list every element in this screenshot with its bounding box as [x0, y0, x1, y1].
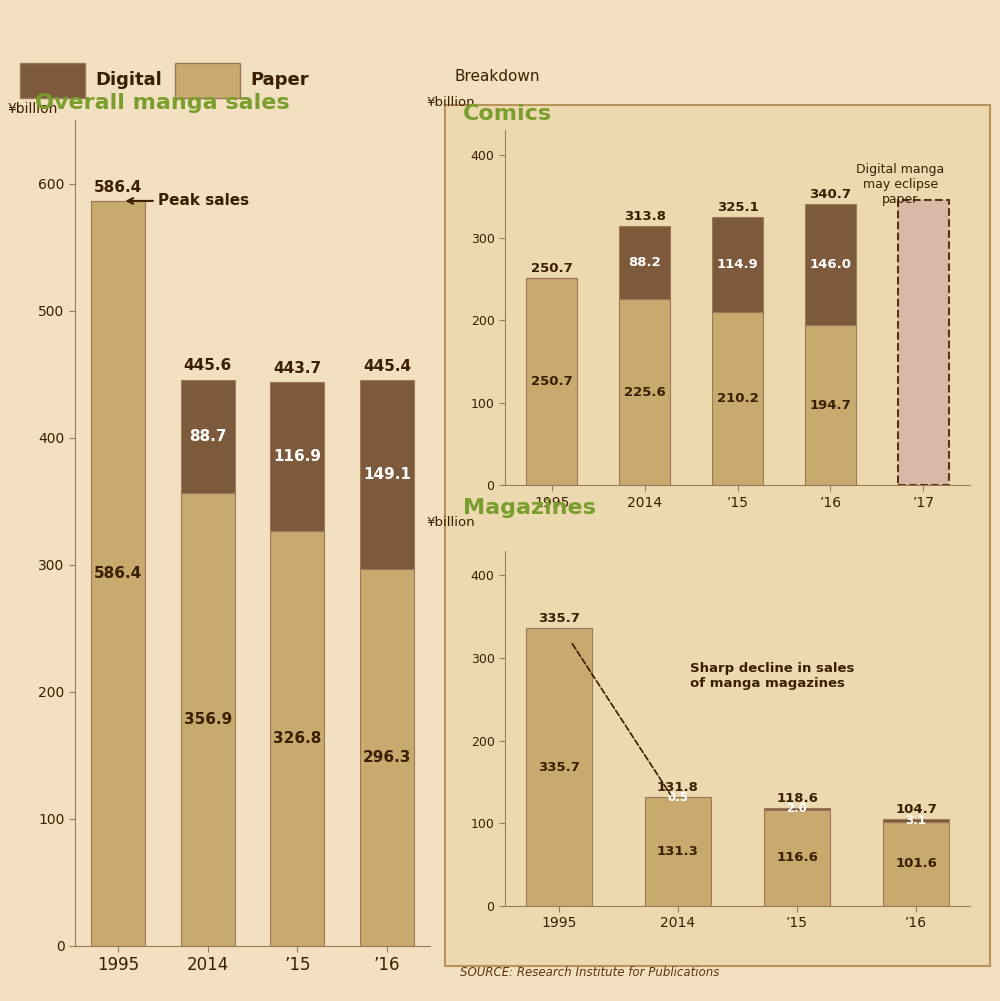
Text: 340.7: 340.7	[809, 187, 851, 200]
Bar	[270, 531, 324, 946]
Text: 114.9: 114.9	[717, 258, 758, 271]
Text: 88.7: 88.7	[189, 428, 226, 443]
Bar	[645, 798, 711, 906]
Text: Digital: Digital	[95, 71, 162, 89]
Text: 326.8: 326.8	[273, 731, 322, 746]
Text: 0.5: 0.5	[667, 791, 688, 804]
Text: 313.8: 313.8	[624, 210, 666, 223]
Text: 445.6: 445.6	[184, 358, 232, 373]
Text: Paper: Paper	[250, 71, 309, 89]
Text: 335.7: 335.7	[538, 613, 580, 626]
Text: 250.7: 250.7	[531, 262, 573, 275]
Bar	[805, 324, 856, 485]
Bar	[883, 822, 949, 906]
Text: 296.3: 296.3	[363, 750, 411, 765]
Bar	[619, 299, 670, 485]
Text: Magazines: Magazines	[463, 497, 596, 518]
Text: Overall manga sales: Overall manga sales	[35, 93, 290, 113]
Bar	[898, 200, 949, 485]
Bar	[712, 311, 763, 485]
Text: 88.2: 88.2	[628, 256, 661, 269]
Text: Peak sales: Peak sales	[158, 193, 249, 208]
Text: 2.0: 2.0	[787, 802, 807, 815]
Text: 101.6: 101.6	[895, 858, 937, 871]
Text: Estimated sales of digital and paper manga: Estimated sales of digital and paper man…	[12, 15, 662, 40]
Text: ¥billion: ¥billion	[8, 102, 58, 116]
Text: 116.6: 116.6	[776, 851, 818, 864]
Bar	[91, 201, 145, 946]
Text: 325.1: 325.1	[717, 200, 758, 213]
Text: 335.7: 335.7	[538, 761, 580, 774]
Bar	[360, 380, 414, 570]
Text: 210.2: 210.2	[717, 392, 758, 405]
Bar	[712, 217, 763, 311]
Text: 194.7: 194.7	[810, 398, 851, 411]
Bar	[526, 629, 592, 906]
Bar	[181, 379, 235, 492]
Bar	[270, 382, 324, 531]
Text: Digital manga
may eclipse
paper: Digital manga may eclipse paper	[856, 163, 944, 206]
Bar	[526, 278, 577, 485]
Bar	[360, 570, 414, 946]
Text: 445.4: 445.4	[363, 358, 411, 373]
Text: 118.6: 118.6	[776, 792, 818, 805]
Bar	[764, 808, 830, 810]
Text: 443.7: 443.7	[273, 361, 321, 375]
Bar	[883, 820, 949, 822]
Text: 250.7: 250.7	[531, 375, 573, 388]
Text: 149.1: 149.1	[363, 467, 411, 482]
Bar	[181, 492, 235, 946]
Text: 3.1: 3.1	[906, 814, 927, 827]
Bar	[805, 204, 856, 324]
Text: 131.8: 131.8	[657, 781, 699, 794]
Text: SOURCE: Research Institute for Publications: SOURCE: Research Institute for Publicati…	[460, 966, 719, 979]
Text: Breakdown: Breakdown	[455, 69, 540, 84]
FancyBboxPatch shape	[175, 62, 240, 97]
Text: 104.7: 104.7	[895, 803, 937, 816]
Text: 131.3: 131.3	[657, 845, 699, 858]
Bar	[619, 226, 670, 299]
Text: Sharp decline in sales
of manga magazines: Sharp decline in sales of manga magazine…	[690, 662, 854, 690]
Text: 356.9: 356.9	[184, 712, 232, 727]
Bar	[764, 810, 830, 906]
Bar	[898, 200, 949, 485]
Text: 586.4: 586.4	[94, 179, 142, 194]
Text: 146.0: 146.0	[809, 257, 851, 270]
FancyBboxPatch shape	[20, 62, 85, 97]
Text: ¥billion: ¥billion	[426, 517, 475, 530]
Text: 225.6: 225.6	[624, 385, 665, 398]
Text: ¥billion: ¥billion	[426, 96, 475, 109]
Text: 116.9: 116.9	[273, 449, 321, 464]
Text: 586.4: 586.4	[94, 566, 142, 581]
Text: Comics: Comics	[463, 104, 552, 124]
